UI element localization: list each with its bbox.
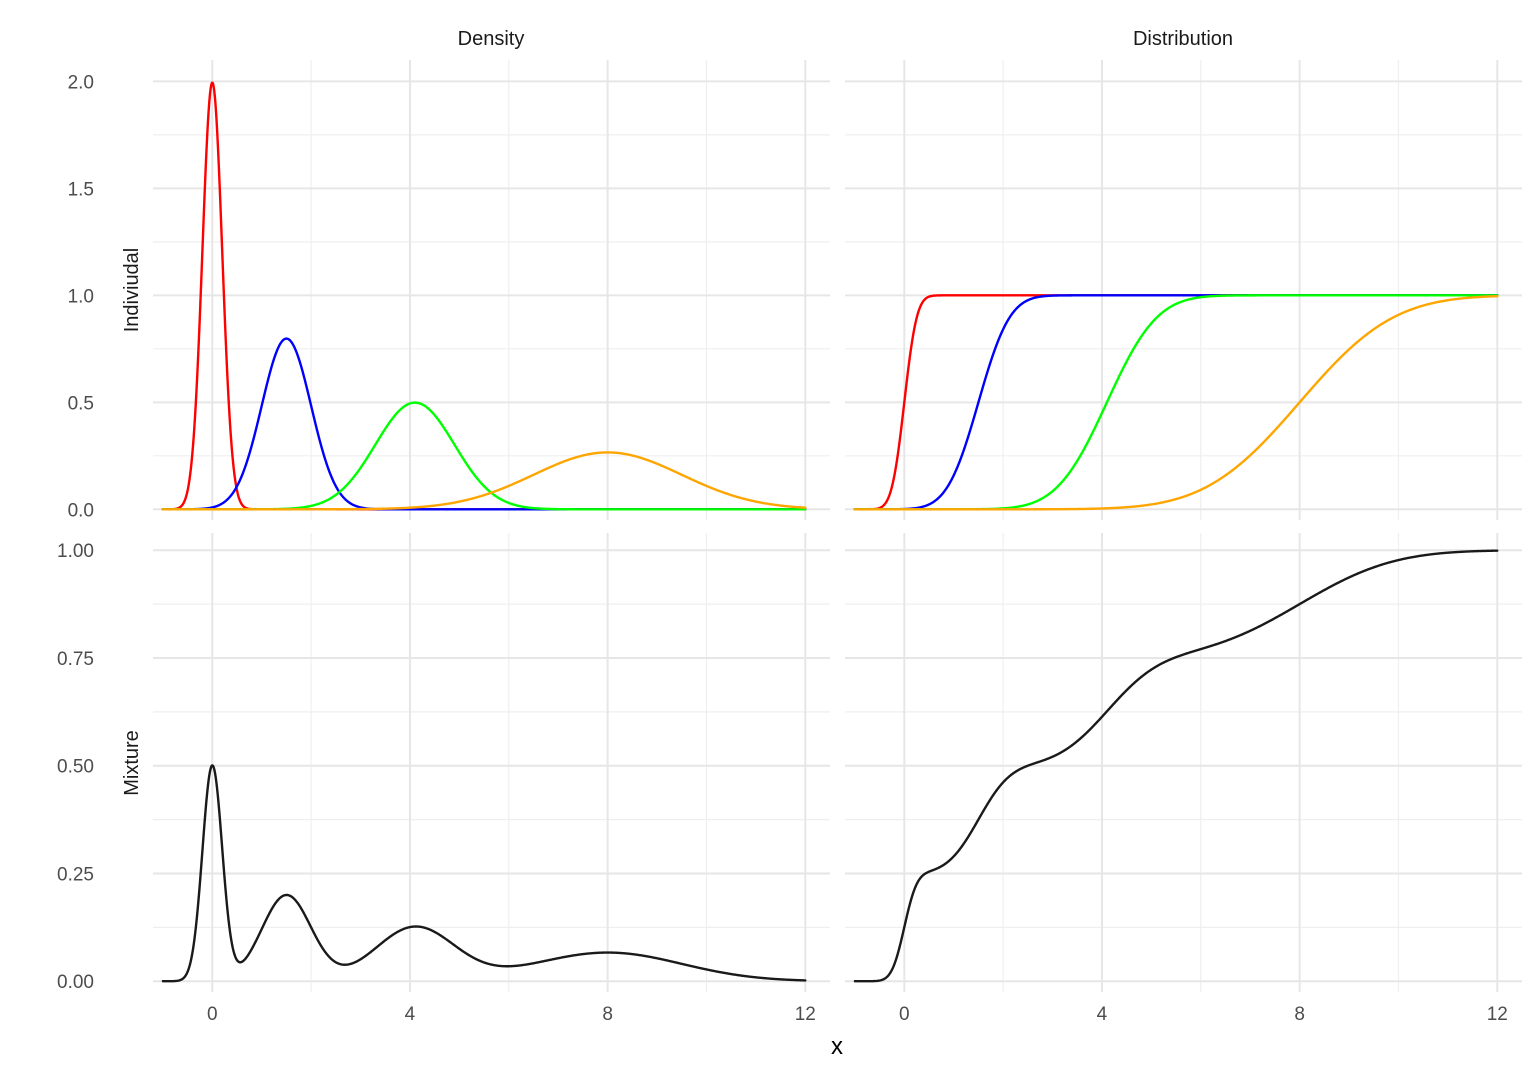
y-tick-label: 0.00 xyxy=(57,972,94,993)
strip-label-density: Density xyxy=(458,28,525,50)
strip-label-distribution: Distribution xyxy=(1133,28,1233,50)
x-tick-label: 12 xyxy=(1487,1004,1508,1025)
mixture-cdf-curve xyxy=(853,549,1499,983)
x-tick-label: 4 xyxy=(405,1004,416,1025)
gridlines xyxy=(153,60,1522,992)
x-tick-label: 8 xyxy=(602,1004,613,1025)
y-tick-label: 1.0 xyxy=(68,286,94,307)
y-tick-label: 0.75 xyxy=(57,649,94,670)
y-tick-label: 0.50 xyxy=(57,757,94,778)
strip-label-mixture: Mixture xyxy=(121,730,143,796)
mixture-density-curve xyxy=(161,764,807,983)
y-tick-label: 2.0 xyxy=(68,72,94,93)
labels: Density Distribution Indiviudal Mixture … xyxy=(57,28,1508,1060)
x-tick-label: 0 xyxy=(207,1004,218,1025)
y-tick-label: 0.0 xyxy=(68,500,94,521)
strip-label-individual: Indiviudal xyxy=(121,248,143,333)
x-tick-label: 12 xyxy=(795,1004,816,1025)
y-tick-label: 1.5 xyxy=(68,179,94,200)
x-axis-title: x xyxy=(831,1033,843,1060)
density-curve-1 xyxy=(161,337,807,511)
y-tick-label: 0.5 xyxy=(68,393,94,414)
x-tick-label: 8 xyxy=(1294,1004,1305,1025)
x-tick-label: 0 xyxy=(899,1004,910,1025)
curves xyxy=(161,81,1499,983)
y-tick-label: 1.00 xyxy=(57,541,94,562)
y-tick-label: 0.25 xyxy=(57,864,94,885)
x-tick-label: 4 xyxy=(1097,1004,1108,1025)
cdf-curve-3 xyxy=(853,294,1499,511)
density-curve-3 xyxy=(161,451,807,511)
